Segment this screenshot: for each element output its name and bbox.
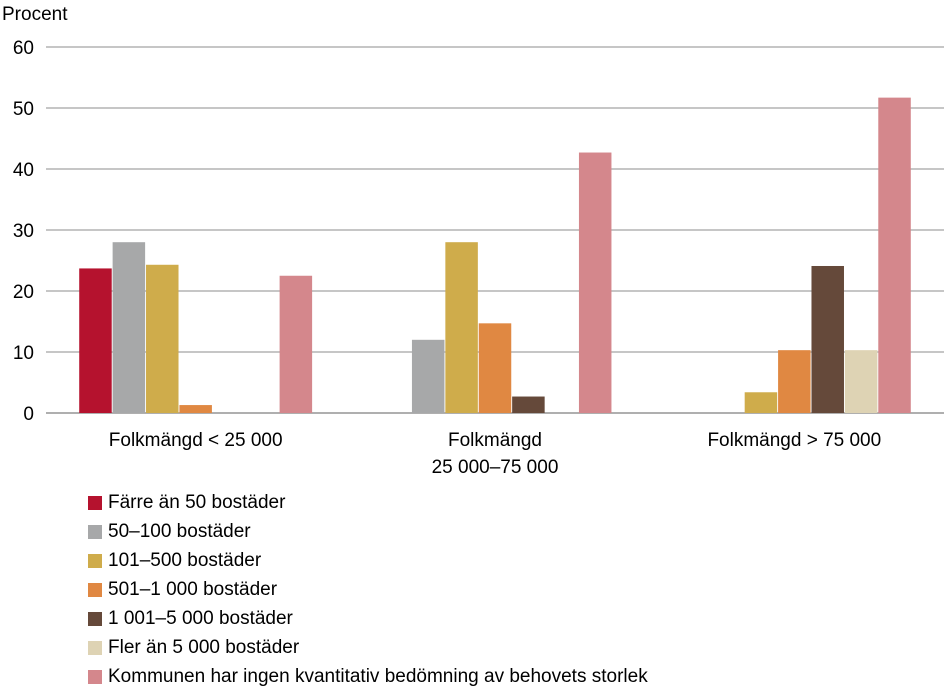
category-label: Folkmängd 25 000–75 000 (432, 430, 559, 478)
legend-label: Kommunen har ingen kvantitativ bedömning… (108, 665, 648, 687)
bar (811, 265, 844, 413)
legend-swatch (88, 553, 102, 568)
y-tick-label: 20 (13, 282, 34, 303)
bars (79, 97, 911, 413)
legend-swatch (88, 669, 102, 684)
legend-item: 50–100 bostäder (88, 517, 648, 546)
bar (112, 242, 146, 413)
legend-label: Fler än 5 000 bostäder (108, 636, 300, 658)
y-tick-labels: 0 10 20 30 40 50 60 (13, 38, 34, 425)
bar (79, 268, 112, 413)
y-tick-label: 10 (13, 343, 34, 364)
legend-label: 1 001–5 000 bostäder (108, 607, 293, 629)
bar (878, 97, 911, 413)
legend-swatch (88, 524, 102, 539)
bar (146, 264, 179, 413)
legend-item: Färre än 50 bostäder (88, 488, 648, 517)
legend-label: Färre än 50 bostäder (108, 491, 286, 513)
legend-item: Kommunen har ingen kvantitativ bedömning… (88, 662, 648, 691)
y-tick-label: 30 (13, 221, 34, 242)
category-label: Folkmängd < 25 000 (109, 430, 283, 451)
y-tick-label: 40 (13, 160, 34, 181)
legend-swatch (88, 640, 102, 655)
category-labels: Folkmängd < 25 000 Folkmängd 25 000–75 000… (109, 430, 881, 478)
legend-item: 1 001–5 000 bostäder (88, 604, 648, 633)
y-tick-label: 0 (23, 404, 34, 425)
legend-swatch (88, 495, 102, 510)
legend-swatch (88, 611, 102, 626)
bar (578, 152, 612, 413)
bar (279, 275, 313, 413)
category-label: Folkmängd > 75 000 (707, 430, 881, 451)
bar (844, 350, 878, 413)
bar (411, 339, 445, 413)
bar (744, 392, 778, 413)
bar (179, 405, 212, 413)
legend-item: 101–500 bostäder (88, 546, 648, 575)
legend-swatch (88, 582, 102, 597)
bar (478, 323, 512, 413)
legend-label: 50–100 bostäder (108, 520, 251, 542)
bar (778, 350, 811, 413)
bar (512, 396, 545, 413)
y-tick-label: 60 (13, 38, 34, 59)
bar-chart: Procent 0 10 20 30 40 50 60 Folkmängd < 25 000… (2, 4, 944, 478)
legend-item: Fler än 5 000 bostäder (88, 633, 648, 662)
y-tick-label: 50 (13, 99, 34, 120)
legend: Färre än 50 bostäder 50–100 bostäder 101–5… (88, 488, 648, 691)
legend-label: 101–500 bostäder (108, 549, 262, 571)
bar (445, 242, 478, 413)
y-axis-label: Procent (2, 4, 68, 25)
legend-item: 501–1 000 bostäder (88, 575, 648, 604)
legend-label: 501–1 000 bostäder (108, 578, 278, 600)
